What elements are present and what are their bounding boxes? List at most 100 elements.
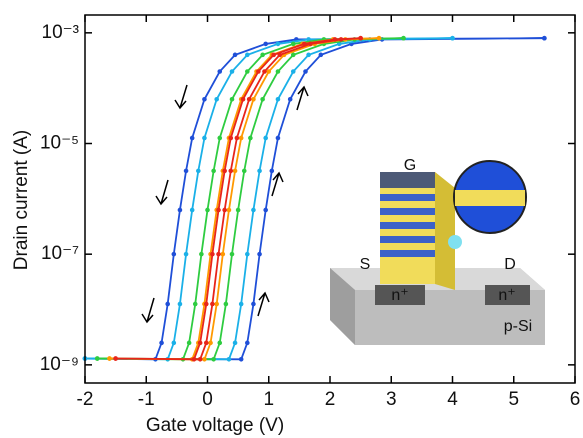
data-point [303,69,308,74]
zoom-band [455,190,525,206]
x-tick-label: 5 [508,389,519,410]
data-point [262,69,267,74]
data-point [233,341,238,346]
data-point [228,169,233,174]
data-point [193,302,198,307]
data-point [291,53,296,58]
x-tick-label: 3 [386,389,397,410]
data-point [190,208,195,213]
data-point [277,53,282,58]
y-tick-label: 10⁻⁷ [41,243,79,264]
layer [380,236,435,243]
data-point [333,37,338,42]
data-point [184,252,189,257]
data-point [270,169,275,174]
x-axis-label: Gate voltage (V) [146,415,284,436]
data-point [205,208,210,213]
data-point [260,53,265,58]
data-point [202,357,207,362]
data-point [199,252,204,257]
data-point [319,53,324,58]
data-point [222,169,227,174]
data-point [187,341,192,346]
data-point [211,169,216,174]
data-point [217,136,222,141]
data-point [113,356,118,361]
data-point [450,36,455,41]
data-point [239,136,244,141]
data-point [542,36,547,41]
data-point [216,252,221,257]
data-point [178,208,183,213]
data-point [211,357,216,362]
data-point [165,302,170,307]
data-point [257,252,262,257]
data-point [233,53,238,58]
data-point [190,136,195,141]
data-point [308,42,313,47]
data-point [233,169,238,174]
x-tick-label: 6 [570,389,581,410]
y-tick-label: 10⁻³ [42,22,80,43]
gate-stack-side [435,172,455,290]
data-point [339,37,344,42]
data-point [251,208,256,213]
data-point [230,69,235,74]
data-point [227,208,232,213]
data-point [239,357,244,362]
data-point [248,136,253,141]
data-point [263,208,268,213]
data-point [245,252,250,257]
data-point [241,97,246,102]
data-point [204,341,209,346]
data-point [192,357,197,362]
data-point [198,341,203,346]
data-point [251,302,256,307]
data-point [236,208,241,213]
data-point [172,341,177,346]
arrow [272,173,283,196]
inset-label: S [360,256,371,273]
gate-metal [380,172,435,188]
data-point [302,42,307,47]
inset-label: p-Si [504,318,532,335]
data-point [214,302,219,307]
data-point [242,169,247,174]
x-tick-label: 4 [447,389,458,410]
data-point [230,97,235,102]
layer [380,208,435,215]
layer [380,194,435,201]
data-point [224,302,229,307]
data-point [198,357,203,362]
device-inset: G S D n⁺ n⁺ p-Si [330,157,545,345]
data-point [221,252,226,257]
inset-label: D [504,256,516,273]
x-tick-label: -1 [138,389,155,410]
data-point [251,97,256,102]
data-point [208,341,213,346]
layer [380,222,435,229]
data-point [217,341,222,346]
layer [380,250,435,257]
y-axis-label: Drain current (A) [11,130,32,270]
data-point [196,169,201,174]
y-tick-label: 10⁻⁵ [40,133,79,154]
data-point [178,302,183,307]
data-point [210,252,215,257]
data-point [230,252,235,257]
data-point [358,36,363,41]
inset-label: n⁺ [391,287,408,304]
data-point [263,42,268,47]
inset-label: n⁺ [498,287,515,304]
data-point [235,136,240,141]
data-point [217,69,222,74]
data-point [202,97,207,102]
data-point [288,97,293,102]
data-point [214,97,219,102]
data-point [306,53,311,58]
data-point [204,302,209,307]
data-point [216,208,221,213]
data-point [260,97,265,102]
data-point [245,53,250,58]
x-tick-label: 0 [202,389,213,410]
